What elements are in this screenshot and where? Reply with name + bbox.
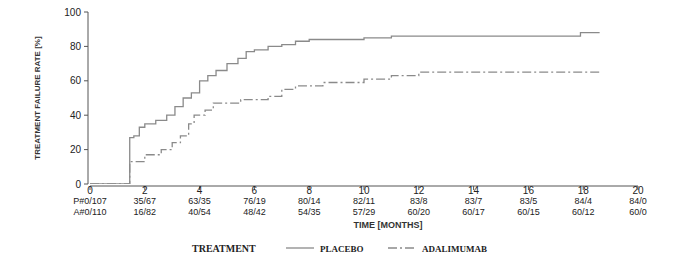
- at-risk-label: 60/20: [408, 207, 431, 217]
- at-risk-label: P#0/107: [73, 196, 107, 206]
- at-risk-label: 16/82: [134, 207, 157, 217]
- x-tick-label: 20: [632, 185, 644, 196]
- at-risk-label: 82/11: [353, 196, 375, 206]
- legend-title: TREATMENT: [192, 243, 256, 254]
- at-risk-label: 60/0: [629, 207, 647, 217]
- at-risk-label: 84/4: [574, 196, 592, 206]
- y-tick-label: 20: [70, 144, 82, 155]
- at-risk-label: 76/19: [243, 196, 266, 206]
- at-risk-label: 83/5: [520, 196, 538, 206]
- at-risk-label: 83/8: [410, 196, 428, 206]
- y-tick: [84, 115, 88, 116]
- at-risk-label: 63/35: [188, 196, 211, 206]
- x-tick-label: 0: [87, 185, 93, 196]
- y-tick-label: 80: [70, 41, 82, 52]
- y-tick-label: 60: [70, 75, 82, 86]
- at-risk-label: 35/67: [134, 196, 157, 206]
- at-risk-label: 80/14: [298, 196, 321, 206]
- at-risk-label: 40/54: [188, 207, 211, 217]
- chart-container: 0 20 40 60 80 100 0 2 4 6 8 10 12 14 16 18 20 TREATMENT F…: [0, 0, 694, 261]
- at-risk-label: 54/35: [298, 207, 321, 217]
- at-risk-label: 60/15: [517, 207, 540, 217]
- at-risk-label: A#0/110: [74, 207, 107, 217]
- y-tick: [84, 80, 88, 81]
- at-risk-label: 48/42: [243, 207, 266, 217]
- y-axis: [88, 12, 89, 184]
- legend-swatch: [286, 247, 314, 248]
- y-tick: [84, 12, 88, 13]
- x-tick-label: 18: [578, 185, 590, 196]
- x-tick-label: 6: [252, 185, 258, 196]
- x-tick-label: 8: [306, 185, 312, 196]
- x-tick-label: 12: [413, 185, 425, 196]
- x-axis-title: TIME [MONTHS]: [354, 220, 423, 230]
- at-risk-label: 83/7: [465, 196, 483, 206]
- x-tick-label: 14: [468, 185, 480, 196]
- legend-swatch: [388, 247, 416, 248]
- x-tick-label: 4: [197, 185, 203, 196]
- y-tick-label: 40: [70, 110, 82, 121]
- at-risk-label: 60/17: [462, 207, 485, 217]
- series-line: [90, 72, 600, 184]
- series-line: [90, 33, 600, 184]
- y-tick: [84, 149, 88, 150]
- x-tick-label: 2: [142, 185, 148, 196]
- legend-label: ADALIMUMAB: [422, 244, 487, 254]
- y-tick-label: 100: [64, 7, 81, 18]
- legend-label: PLACEBO: [320, 244, 364, 254]
- at-risk-label: 57/29: [353, 207, 376, 217]
- x-tick-label: 10: [358, 185, 370, 196]
- x-tick-label: 16: [523, 185, 535, 196]
- at-risk-label: 60/12: [572, 207, 595, 217]
- plot-area: [90, 33, 600, 184]
- y-tick: [84, 46, 88, 47]
- chart-svg: 0 20 40 60 80 100 0 2 4 6 8 10 12 14 16 18 20 TREATMENT F…: [0, 0, 694, 261]
- at-risk-label: 84/0: [629, 196, 647, 206]
- y-axis-title: TREATMENT FAILURE RATE [%]: [33, 36, 42, 160]
- y-tick-label: 0: [75, 179, 81, 190]
